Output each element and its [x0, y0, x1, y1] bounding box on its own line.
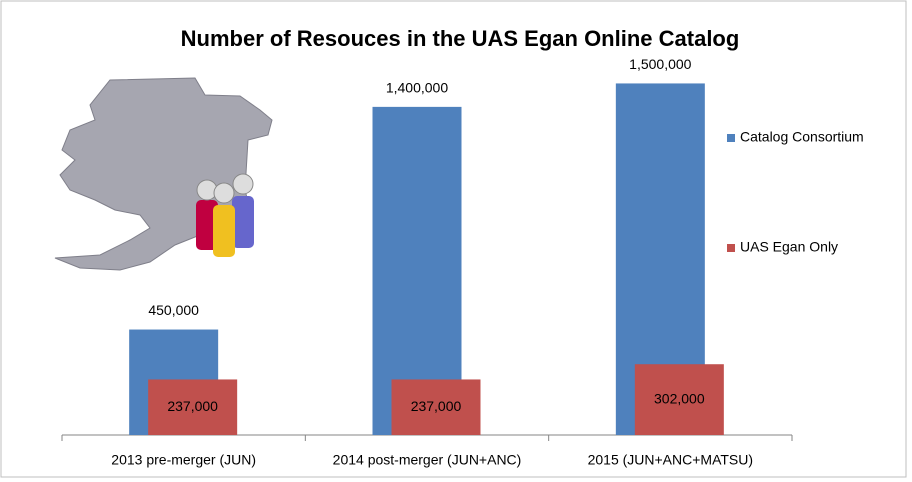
- data-label: 237,000: [411, 398, 462, 414]
- person-red: [196, 200, 218, 250]
- legend-swatch: [727, 134, 735, 142]
- person-head: [232, 173, 254, 195]
- legend-swatch: [727, 244, 735, 252]
- data-label: 237,000: [167, 398, 218, 414]
- person-head: [213, 182, 235, 204]
- alaska-illustration: [54, 77, 273, 271]
- data-label: 450,000: [148, 302, 199, 318]
- data-label: 302,000: [654, 390, 705, 406]
- data-label: 1,400,000: [386, 80, 448, 96]
- bar: [634, 364, 724, 435]
- x-tick-label: 2013 pre-merger (JUN): [111, 452, 256, 468]
- bar: [148, 379, 238, 435]
- legend-label: UAS Egan Only: [740, 239, 838, 255]
- x-tick-label: 2014 post-merger (JUN+ANC): [333, 452, 522, 468]
- person-blue: [232, 196, 254, 248]
- person-yellow: [213, 205, 235, 257]
- x-tick-label: 2015 (JUN+ANC+MATSU): [588, 452, 753, 468]
- bar: [391, 379, 481, 435]
- legend-label: Catalog Consortium: [740, 129, 864, 145]
- chart-title: Number of Resouces in the UAS Egan Onlin…: [181, 26, 740, 51]
- data-label: 1,500,000: [629, 56, 691, 72]
